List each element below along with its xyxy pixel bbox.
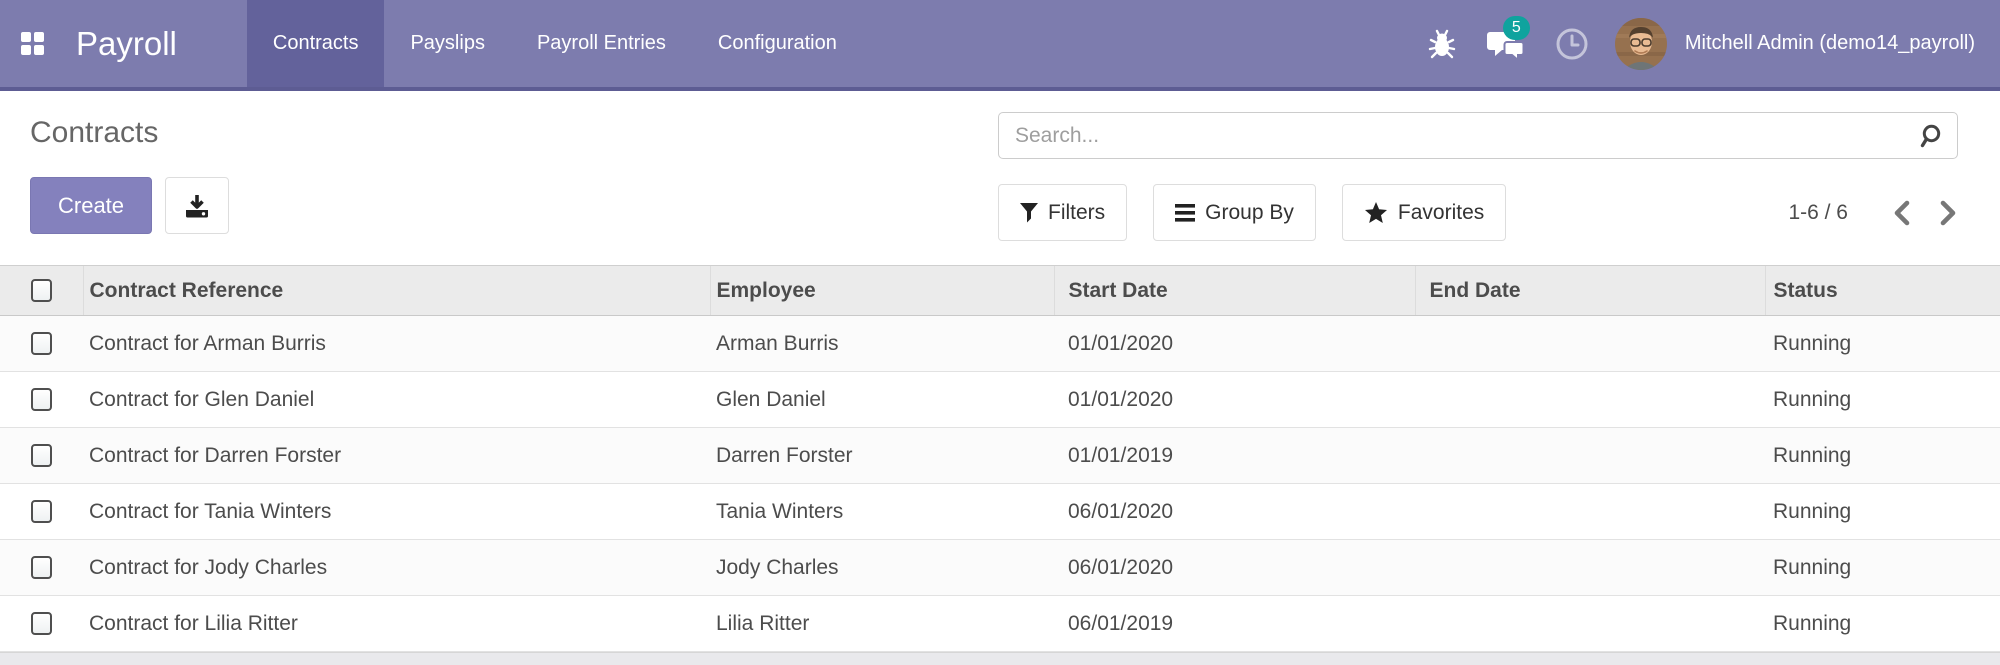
user-avatar[interactable] [1614,17,1667,70]
pager-next-button[interactable] [1938,200,1958,226]
cell-end-date[interactable] [1415,595,1765,652]
message-count-badge: 5 [1502,15,1530,40]
user-menu[interactable]: Mitchell Admin (demo14_payroll) [1684,32,1975,54]
activities-button[interactable] [1555,27,1589,61]
filters-button[interactable]: Filters [998,184,1128,241]
clock-icon [1556,28,1588,59]
cell-start-date[interactable]: 06/01/2020 [1054,539,1415,596]
cell-status[interactable]: Running [1765,427,2000,484]
apps-grid-icon [20,32,44,55]
cell-start-date[interactable]: 01/01/2020 [1054,371,1415,428]
cell-contract-reference[interactable]: Contract for Lilia Ritter [83,595,710,652]
table-row[interactable]: Contract for Jody Charles Jody Charles 0… [0,539,2000,596]
app-title[interactable]: Payroll [76,24,177,62]
menu-item-payroll-entries[interactable]: Payroll Entries [536,32,666,54]
select-all-header-cell [0,265,83,316]
navbar-right: 5 Mitchell Admin (demo14_payroll) [1427,0,2000,87]
cell-employee[interactable]: Tania Winters [710,483,1054,540]
chevron-left-icon [1894,200,1910,225]
star-icon [1364,201,1387,223]
table-row[interactable]: Contract for Arman Burris Arman Burris 0… [0,315,2000,372]
search-icon[interactable] [1917,123,1943,149]
row-checkbox[interactable] [31,332,52,356]
column-header-end-date[interactable]: End Date [1414,265,1765,316]
cell-end-date[interactable] [1415,371,1765,428]
cell-contract-reference[interactable]: Contract for Jody Charles [83,539,710,596]
cell-start-date[interactable]: 06/01/2020 [1054,483,1415,540]
group-by-bars-icon [1175,203,1196,222]
column-header-status[interactable]: Status [1764,265,2000,316]
row-checkbox[interactable] [31,500,52,524]
avatar-photo-icon [1614,17,1667,70]
cell-contract-reference[interactable]: Contract for Arman Burris [83,315,710,372]
row-checkbox[interactable] [31,444,52,468]
filter-funnel-icon [1020,202,1038,222]
select-all-checkbox[interactable] [30,279,52,303]
favorites-button[interactable]: Favorites [1341,184,1507,241]
cell-status[interactable]: Running [1765,371,2000,428]
cell-end-date[interactable] [1415,539,1765,596]
download-icon [186,194,209,217]
table-row[interactable]: Contract for Glen Daniel Glen Daniel 01/… [0,371,2000,428]
cell-employee[interactable]: Glen Daniel [710,371,1054,428]
pager-range: 1-6 / 6 [1788,200,1848,224]
column-header-start-date[interactable]: Start Date [1053,265,1415,316]
control-panel: Contracts Create [0,91,2000,265]
cell-start-date[interactable]: 01/01/2019 [1054,427,1415,484]
filters-button-label: Filters [1048,200,1106,224]
cell-end-date[interactable] [1415,315,1765,372]
table-row[interactable]: Contract for Darren Forster Darren Forst… [0,427,2000,484]
cell-employee[interactable]: Jody Charles [710,539,1054,596]
table-row[interactable]: Contract for Lilia Ritter Lilia Ritter 0… [0,595,2000,652]
cell-end-date[interactable] [1415,483,1765,540]
page-title: Contracts [30,116,159,149]
search-bar[interactable] [998,112,1958,159]
table-header-row: Contract Reference Employee Start Date E… [0,265,2000,316]
messages-button[interactable]: 5 [1486,15,1530,60]
pager: 1-6 / 6 [1788,200,1958,226]
bug-icon [1428,29,1456,58]
cell-status[interactable]: Running [1765,595,2000,652]
menu-item-contracts[interactable]: Contracts [246,0,385,87]
debug-button[interactable] [1427,28,1457,60]
menu-item-configuration[interactable]: Configuration [717,32,837,54]
pager-previous-button[interactable] [1892,200,1912,226]
cell-contract-reference[interactable]: Contract for Darren Forster [83,427,710,484]
cell-employee[interactable]: Arman Burris [710,315,1054,372]
row-checkbox[interactable] [31,556,52,580]
top-navbar: Payroll Contracts Payslips Payroll Entri… [0,0,2000,91]
main-menu: Contracts Payslips Payroll Entries Confi… [246,0,863,87]
list-footer-strip [0,652,2000,665]
cell-contract-reference[interactable]: Contract for Glen Daniel [83,371,710,428]
export-button[interactable] [165,177,230,234]
cell-employee[interactable]: Darren Forster [710,427,1054,484]
cell-end-date[interactable] [1415,427,1765,484]
cell-contract-reference[interactable]: Contract for Tania Winters [83,483,710,540]
cell-start-date[interactable]: 06/01/2019 [1054,595,1415,652]
cell-employee[interactable]: Lilia Ritter [710,595,1054,652]
favorites-button-label: Favorites [1397,200,1485,224]
cell-status[interactable]: Running [1765,483,2000,540]
table-row[interactable]: Contract for Tania Winters Tania Winters… [0,483,2000,540]
group-by-button[interactable]: Group By [1153,184,1316,241]
row-checkbox[interactable] [31,388,52,412]
contracts-list-table: Contract Reference Employee Start Date E… [0,265,2000,652]
apps-menu-button[interactable] [0,0,64,87]
cell-start-date[interactable]: 01/01/2020 [1054,315,1415,372]
chevron-right-icon [1940,200,1956,225]
search-input[interactable] [1015,123,1917,148]
column-header-contract-reference[interactable]: Contract Reference [82,265,710,316]
column-header-employee[interactable]: Employee [709,265,1054,316]
menu-item-payslips[interactable]: Payslips [410,32,485,54]
cell-status[interactable]: Running [1765,315,2000,372]
row-checkbox[interactable] [31,612,52,636]
cell-status[interactable]: Running [1765,539,2000,596]
create-button[interactable]: Create [30,177,153,234]
group-by-button-label: Group By [1205,200,1294,224]
